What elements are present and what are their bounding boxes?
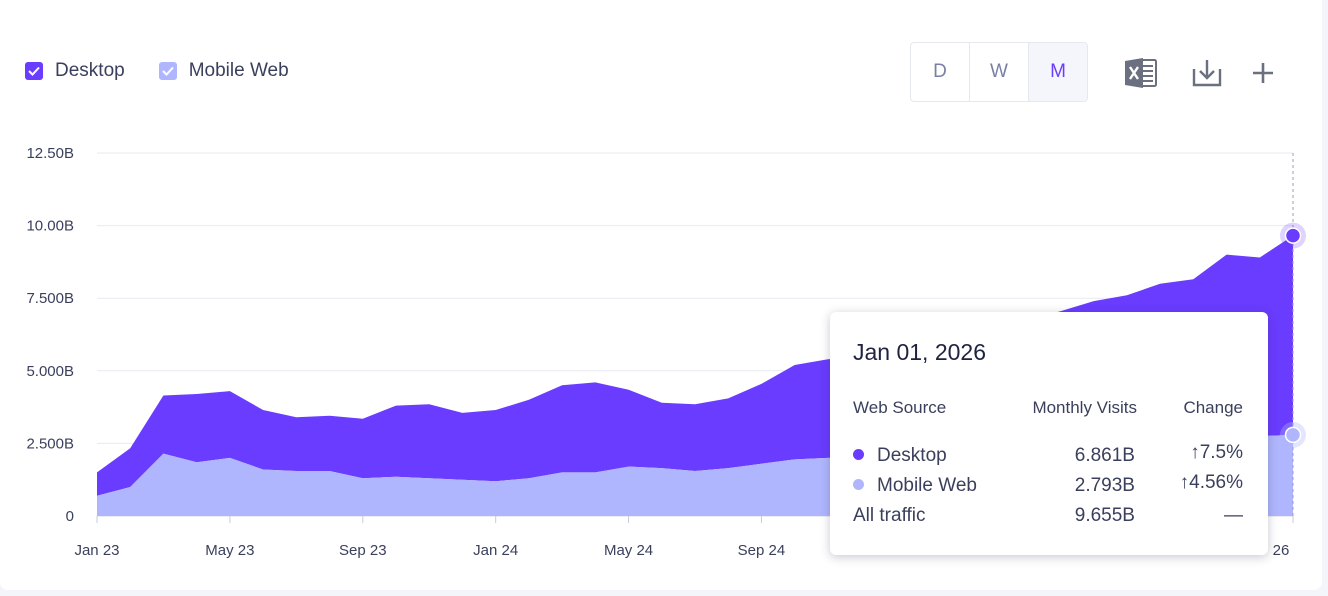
legend-item-mobile-web[interactable]: Mobile Web xyxy=(158,60,289,82)
desktop-checkbox-icon[interactable] xyxy=(25,62,43,80)
y-tick-label: 5.000B xyxy=(26,363,74,380)
tooltip-header-visits: Monthly Visits xyxy=(1032,398,1137,417)
tooltip-date: Jan 01, 2026 xyxy=(853,339,987,365)
x-tick-label: Jan 24 xyxy=(473,542,518,559)
x-tick-label: May 23 xyxy=(205,542,254,559)
chart-legend: Desktop Mobile Web xyxy=(25,60,323,82)
tooltip-desktop-value: 6.861B xyxy=(1074,445,1135,466)
tooltip-mobile-web-label: Mobile Web xyxy=(877,475,977,496)
add-icon[interactable] xyxy=(1245,55,1281,91)
x-tick-label: Jan 23 xyxy=(74,542,119,559)
granularity-toggle: D W M xyxy=(910,42,1088,102)
tooltip-header-change: Change xyxy=(1183,398,1243,417)
legend-label-desktop: Desktop xyxy=(55,60,125,81)
tooltip-header-source: Web Source xyxy=(853,398,947,417)
tooltip-total-value: 9.655B xyxy=(1074,505,1135,526)
download-icon[interactable] xyxy=(1189,55,1225,91)
tooltip-mobile-web-change: ↑4.56% xyxy=(1179,472,1243,493)
tooltip-total-label: All traffic xyxy=(853,505,926,526)
granularity-daily-button[interactable]: D xyxy=(911,43,970,101)
x-tick-label: May 24 xyxy=(604,542,653,559)
mobile-web-hover-point xyxy=(1284,426,1302,444)
desktop-dot-icon xyxy=(853,449,864,460)
y-tick-label: 10.00B xyxy=(26,218,74,235)
desktop-hover-point xyxy=(1284,227,1302,244)
legend-label-mobile-web: Mobile Web xyxy=(188,60,289,81)
mobile-web-checkbox-icon[interactable] xyxy=(158,62,177,80)
excel-export-icon[interactable] xyxy=(1123,55,1159,91)
tooltip-mobile-web-value: 2.793B xyxy=(1074,475,1135,496)
x-tick-label: 26 xyxy=(1273,542,1290,559)
tooltip-total-change: — xyxy=(1224,505,1243,526)
x-tick-label: Sep 24 xyxy=(738,542,786,559)
y-tick-label: 7.500B xyxy=(26,290,74,307)
data-tooltip: Jan 01, 2026 Web Source Monthly Visits C… xyxy=(830,312,1268,555)
granularity-monthly-button[interactable]: M xyxy=(1029,43,1087,101)
y-tick-label: 0 xyxy=(66,508,74,525)
y-tick-label: 2.500B xyxy=(26,435,74,452)
granularity-weekly-button[interactable]: W xyxy=(970,43,1029,101)
legend-item-desktop[interactable]: Desktop xyxy=(25,60,125,82)
x-tick-label: Sep 23 xyxy=(339,542,387,559)
mobile-web-dot-icon xyxy=(853,479,864,490)
y-tick-label: 12.50B xyxy=(26,145,74,162)
tooltip-desktop-label: Desktop xyxy=(877,445,947,466)
tooltip-desktop-change: ↑7.5% xyxy=(1190,442,1243,463)
